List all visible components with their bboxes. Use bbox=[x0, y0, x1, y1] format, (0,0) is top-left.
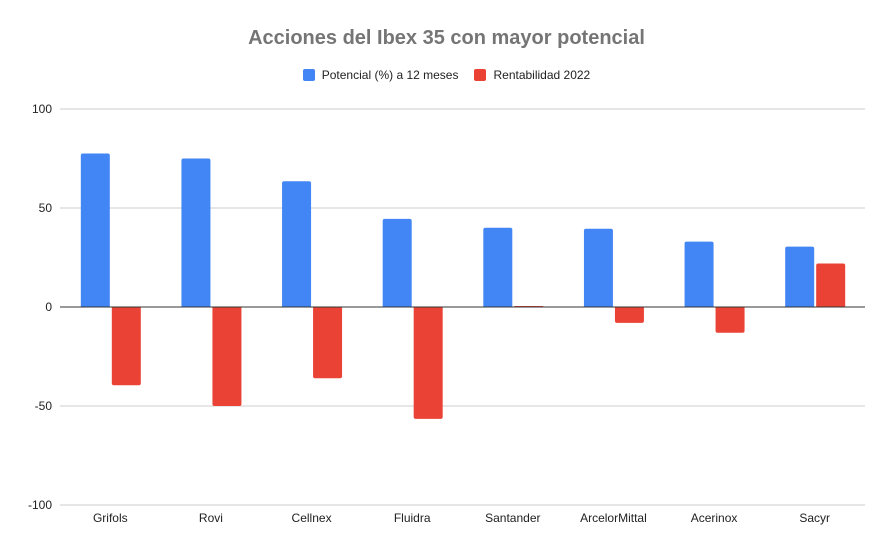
bar-rentabilidad[interactable] bbox=[816, 263, 846, 307]
x-tick-label: Grifols bbox=[93, 511, 128, 525]
x-tick-label: Rovi bbox=[199, 511, 223, 525]
legend-item-rentabilidad[interactable]: Rentabilidad 2022 bbox=[474, 68, 590, 82]
chart-legend: Potencial (%) a 12 meses Rentabilidad 20… bbox=[0, 68, 893, 82]
bar-rentabilidad[interactable] bbox=[715, 307, 745, 333]
bar-potencial[interactable] bbox=[483, 227, 513, 307]
bar-rentabilidad[interactable] bbox=[111, 307, 141, 386]
legend-swatch-potencial bbox=[302, 69, 315, 81]
legend-label-rentabilidad: Rentabilidad 2022 bbox=[493, 68, 591, 82]
x-tick-label: Sacyr bbox=[799, 511, 830, 525]
bar-potencial[interactable] bbox=[382, 218, 412, 307]
legend-item-potencial[interactable]: Potencial (%) a 12 meses bbox=[302, 68, 459, 82]
x-tick-label: Fluidra bbox=[394, 511, 431, 525]
y-tick-label: 100 bbox=[32, 102, 52, 116]
legend-swatch-rentabilidad bbox=[474, 69, 487, 81]
bar-potencial[interactable] bbox=[181, 158, 211, 308]
bar-potencial[interactable] bbox=[282, 181, 312, 307]
bar-rentabilidad[interactable] bbox=[614, 307, 644, 323]
bar-rentabilidad[interactable] bbox=[413, 307, 443, 419]
y-tick-label: 0 bbox=[45, 300, 52, 314]
bar-potencial[interactable] bbox=[785, 246, 815, 307]
y-tick-label: -50 bbox=[35, 399, 53, 413]
legend-label-potencial: Potencial (%) a 12 meses bbox=[321, 68, 459, 82]
x-tick-label: Cellnex bbox=[292, 511, 332, 525]
chart-title: Acciones del Ibex 35 con mayor potencial bbox=[248, 27, 645, 49]
x-tick-label: Acerinox bbox=[691, 511, 738, 525]
bar-potencial[interactable] bbox=[583, 228, 613, 307]
x-tick-label: ArcelorMittal bbox=[580, 511, 647, 525]
bar-rentabilidad[interactable] bbox=[212, 307, 242, 406]
x-tick-label: Santander bbox=[485, 511, 540, 525]
y-tick-label: 50 bbox=[39, 201, 53, 215]
bar-potencial[interactable] bbox=[684, 241, 714, 307]
y-tick-label: -100 bbox=[28, 498, 52, 512]
bar-rentabilidad[interactable] bbox=[313, 307, 343, 379]
bar-potencial[interactable] bbox=[80, 153, 110, 307]
